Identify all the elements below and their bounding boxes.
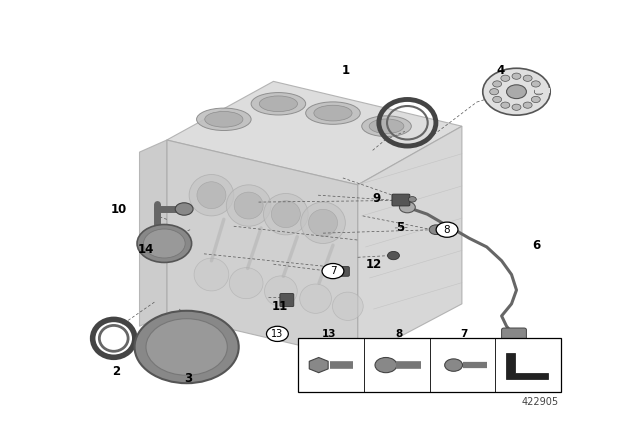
Polygon shape xyxy=(167,82,462,185)
Text: 2: 2 xyxy=(111,365,120,378)
FancyBboxPatch shape xyxy=(392,194,410,206)
Text: 14: 14 xyxy=(138,243,154,256)
Circle shape xyxy=(408,197,416,202)
Circle shape xyxy=(501,102,510,108)
Polygon shape xyxy=(535,88,550,94)
Text: 6: 6 xyxy=(532,239,540,252)
Text: 13: 13 xyxy=(321,329,336,339)
Circle shape xyxy=(490,89,499,95)
Ellipse shape xyxy=(308,209,337,236)
Polygon shape xyxy=(358,126,462,359)
Ellipse shape xyxy=(362,116,412,137)
Circle shape xyxy=(134,311,239,383)
Ellipse shape xyxy=(332,292,364,320)
Text: 7: 7 xyxy=(330,266,336,276)
Ellipse shape xyxy=(369,119,404,134)
Circle shape xyxy=(429,225,443,234)
Text: 5: 5 xyxy=(396,221,404,234)
Text: 13: 13 xyxy=(271,329,284,339)
Circle shape xyxy=(375,358,397,373)
Circle shape xyxy=(483,68,550,115)
Circle shape xyxy=(531,81,540,87)
Circle shape xyxy=(137,224,191,263)
Text: 4: 4 xyxy=(497,64,505,77)
Text: 9: 9 xyxy=(372,192,381,205)
Ellipse shape xyxy=(259,96,298,112)
Polygon shape xyxy=(167,140,358,359)
Circle shape xyxy=(512,104,521,110)
Circle shape xyxy=(143,229,185,258)
Text: 8: 8 xyxy=(396,329,403,339)
Polygon shape xyxy=(140,140,167,326)
Ellipse shape xyxy=(229,267,263,299)
Circle shape xyxy=(445,359,463,371)
Bar xyxy=(298,338,561,392)
Text: 7: 7 xyxy=(460,329,468,339)
FancyBboxPatch shape xyxy=(280,293,294,306)
Ellipse shape xyxy=(314,105,352,121)
Circle shape xyxy=(388,251,399,260)
Ellipse shape xyxy=(264,194,308,235)
Circle shape xyxy=(531,96,540,103)
FancyBboxPatch shape xyxy=(334,267,349,276)
Ellipse shape xyxy=(251,93,306,115)
Ellipse shape xyxy=(194,258,229,291)
Text: 3: 3 xyxy=(184,372,192,385)
Text: 8: 8 xyxy=(444,225,451,235)
Circle shape xyxy=(512,73,521,79)
Ellipse shape xyxy=(306,102,360,124)
Circle shape xyxy=(146,319,227,375)
Circle shape xyxy=(175,203,193,215)
Ellipse shape xyxy=(264,276,297,306)
Circle shape xyxy=(534,89,543,95)
Ellipse shape xyxy=(196,108,251,130)
Ellipse shape xyxy=(189,174,234,216)
Text: 12: 12 xyxy=(365,258,381,271)
FancyBboxPatch shape xyxy=(502,328,527,340)
Circle shape xyxy=(523,102,532,108)
Circle shape xyxy=(507,85,527,99)
Circle shape xyxy=(523,75,532,82)
Ellipse shape xyxy=(205,112,243,127)
Circle shape xyxy=(493,96,502,103)
Text: 422905: 422905 xyxy=(522,397,559,407)
Circle shape xyxy=(266,326,288,341)
Circle shape xyxy=(399,202,415,213)
Text: 11: 11 xyxy=(272,300,288,313)
Ellipse shape xyxy=(301,202,346,244)
Ellipse shape xyxy=(227,185,271,226)
Circle shape xyxy=(436,222,458,237)
Ellipse shape xyxy=(300,284,332,313)
Circle shape xyxy=(501,75,510,82)
Circle shape xyxy=(493,81,502,87)
Text: 10: 10 xyxy=(111,203,127,216)
Polygon shape xyxy=(506,353,548,379)
Text: 1: 1 xyxy=(341,64,349,77)
Ellipse shape xyxy=(271,201,300,228)
Ellipse shape xyxy=(197,182,226,209)
Circle shape xyxy=(322,263,344,279)
Ellipse shape xyxy=(234,192,263,219)
